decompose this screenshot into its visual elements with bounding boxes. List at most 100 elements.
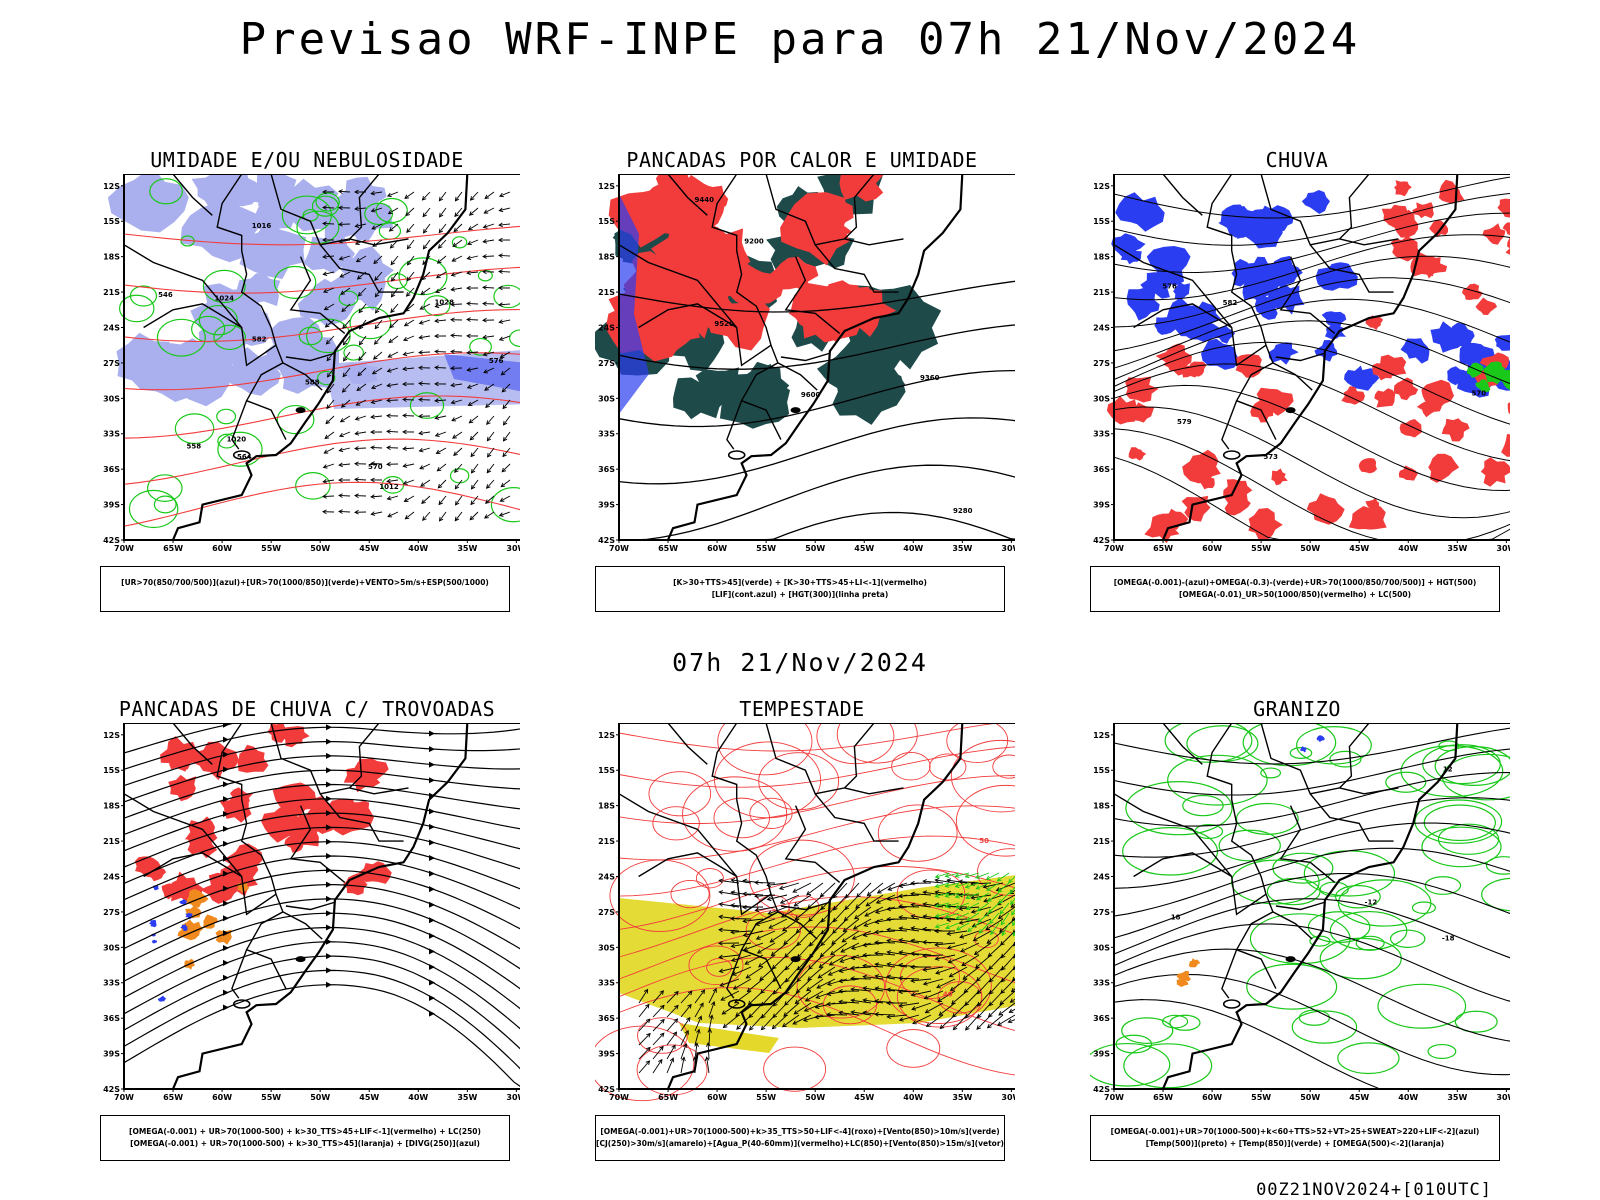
wind-vector [923,880,944,884]
wind-vector [434,351,447,353]
wind-vector [874,962,880,967]
wind-vector [910,902,916,908]
wind-vector [500,351,511,358]
streamline-850 [618,746,1015,788]
wind-vector [962,966,980,980]
temp500-contour [1113,847,1510,917]
temp500-contour [1113,822,1510,889]
wind-vector [1000,941,1005,946]
wind-vector [438,495,447,505]
wind-vector [484,194,490,200]
wind-vector [742,891,747,897]
wind-vector [454,484,460,490]
temp850-contour [1121,1017,1174,1044]
plot-frame [618,723,1015,1090]
omega-area [1301,190,1330,214]
wind-vector [652,1019,665,1032]
wind-vector [898,893,903,899]
wind-vector [420,479,431,487]
lon-tick-label: 60W [1202,544,1222,553]
moisture-contour [216,408,237,425]
border-line [638,303,738,329]
legend-box: [OMEGA(-0.001)+UR>70(1000-500)+k<60+TTS>… [1090,1115,1500,1161]
wind-vector [851,935,857,940]
wind-vector [761,1013,766,1019]
lon-tick-label: 30W [1001,544,1015,553]
wind-vector [487,447,495,458]
streamline-arrow [429,808,435,815]
wind-vector [977,1001,982,1007]
wind-vector [434,288,440,294]
wind-vector [819,952,825,958]
wind-vector [948,973,954,978]
wind-vector [923,915,944,920]
wind-vector [450,382,456,388]
contour-label: 1028 [434,298,454,306]
wind-vector [899,939,920,944]
wind-vector [826,991,832,997]
wind-vector [358,340,364,346]
wind-vector [999,990,1015,1005]
wind-vector [437,463,447,472]
panel-title: CHUVA [1265,148,1329,172]
wind-vector [418,351,431,354]
wind-vector [467,401,473,406]
streamline-arrow [429,746,435,753]
wind-vector [322,206,335,209]
border-line [319,244,404,293]
wind-vector [730,943,736,949]
wind-vector [982,884,988,889]
wind-vector [485,499,490,504]
legend-line-1: [OMEGA(-0.001)+UR>70(1000-500)+k<60+TTS>… [1110,1127,1480,1136]
wind-vector [742,878,748,884]
border-line [1272,362,1313,391]
rain-area [1365,315,1384,331]
omega-area [1448,322,1475,349]
wind-vector [851,966,872,969]
wind-vector [936,984,941,989]
border-line [711,174,782,440]
lat-tick-label: 12S [598,731,615,740]
lon-tick-label: 30W [1496,544,1510,553]
convection-area [186,889,209,909]
wind-vector [419,431,431,434]
wind-vector [451,417,457,422]
wind-vector [339,271,351,278]
wind-vector [749,1014,764,1031]
thunderstorm-area [168,774,197,802]
wind-vector [386,413,391,419]
lon-tick-label: 50W [805,544,825,553]
wind-vector [772,1001,778,1007]
wind-vector [817,966,836,979]
wind-vector [864,918,884,927]
strong-omega-area [1466,362,1484,378]
wind-vector [469,415,479,424]
map-pancadas-calor: 96009520944093609280920012S15S18S21S24S2… [595,174,1015,553]
omega500-area [1188,958,1201,968]
wind-vector [502,447,511,457]
border-line [844,238,904,246]
wind-vector [420,287,431,295]
wind-vector [899,951,920,956]
streamline-arrow [326,838,332,845]
wind-vector [964,1001,970,1007]
lifted-index-area [674,300,723,339]
wind-850-vector [985,875,991,880]
wind-vector [898,962,903,968]
wind-vector [766,896,772,902]
wind-vector [419,447,431,452]
wind-vector [886,1000,891,1006]
wind-vector [874,941,896,944]
lat-tick-label: 42S [598,1085,615,1094]
wind-vector [483,239,495,243]
wind-vector [746,987,752,993]
wind-vector [718,890,724,895]
wind-vector [961,961,967,967]
wind-vector [370,399,376,405]
wind-850-vector [955,926,961,931]
wind-vector [998,1011,1004,1016]
omega-area [1400,338,1430,364]
wind-vector [730,878,736,883]
temp850-contour [1272,852,1334,884]
lon-tick-label: 70W [114,1093,134,1102]
